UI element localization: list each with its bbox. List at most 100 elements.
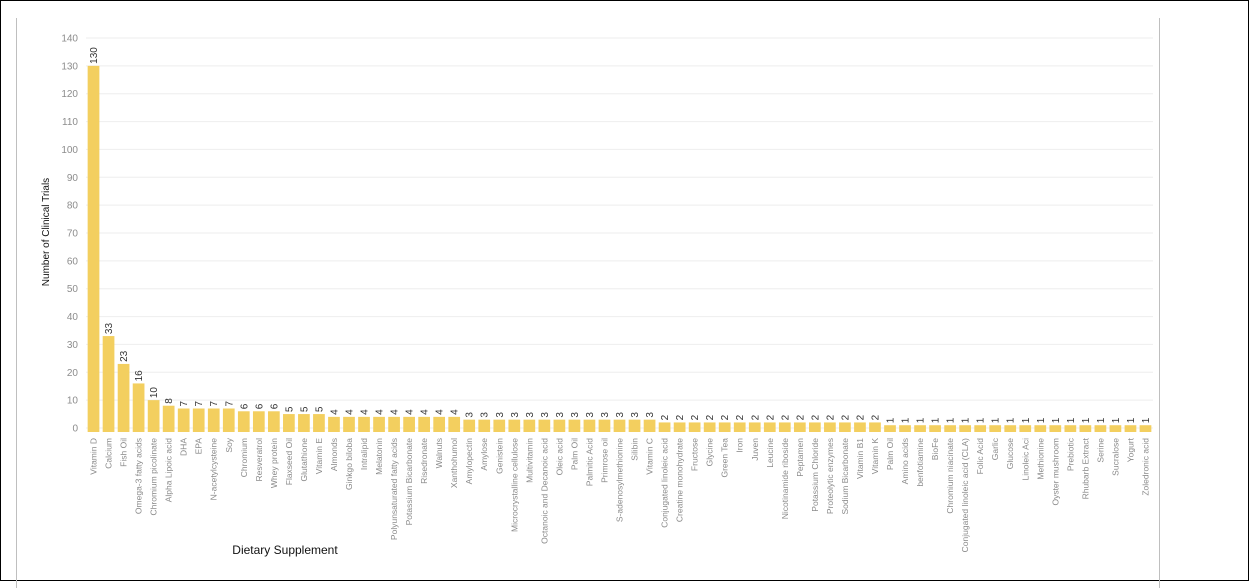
data-label: 1 (976, 417, 987, 423)
y-tick-label: 90 (67, 173, 79, 184)
bar (974, 425, 987, 432)
x-tick-label: Folic Acid (975, 438, 985, 475)
bar (192, 408, 205, 432)
bar (418, 416, 430, 432)
y-tick-label: 0 (72, 424, 78, 435)
data-label: 10 (149, 387, 160, 399)
x-tick-label: Microcrystalline cellulose (509, 438, 519, 532)
x-tick-label: Sucralose (1110, 438, 1120, 476)
bars (87, 65, 1152, 432)
x-tick-label: Green Tea (720, 438, 730, 478)
x-tick-label: Proteolytic enzymes (825, 438, 835, 514)
bar (643, 419, 656, 432)
data-label: 1 (1096, 417, 1107, 423)
data-label: 16 (134, 370, 145, 382)
bar (658, 422, 671, 432)
data-label: 3 (645, 412, 656, 418)
bar (523, 419, 536, 432)
x-tick-label: Sodium Bicarbonate (840, 438, 850, 515)
data-label: 1 (931, 417, 942, 423)
bar (508, 419, 521, 432)
y-tick-label: 60 (67, 256, 79, 267)
x-tick-label: Vitamin E (314, 438, 324, 475)
y-tick-label: 80 (67, 201, 79, 212)
data-label: 3 (465, 412, 476, 418)
data-label: 4 (420, 409, 431, 415)
data-label: 3 (570, 412, 581, 418)
bar (628, 419, 641, 432)
x-tick-label: Primrose oil (599, 438, 609, 483)
data-label: 5 (299, 406, 310, 412)
bar (613, 419, 626, 432)
x-tick-label: Omega-3 fatty acids (134, 438, 144, 514)
data-label: 2 (765, 414, 776, 420)
bar (809, 422, 821, 432)
bar (267, 411, 280, 432)
bar (162, 405, 175, 432)
data-label: 130 (89, 47, 100, 64)
x-tick-label: S-adenosylmethionine (615, 438, 625, 522)
x-tick-label: Oleic acid (554, 438, 564, 476)
x-tick-label: Potassium Bicarbonate (404, 438, 414, 526)
x-tick-label: Vitamin K (870, 438, 880, 475)
data-label: 4 (390, 409, 401, 415)
bar (237, 411, 250, 432)
x-tick-label: Juven (750, 438, 760, 461)
bar (252, 411, 265, 432)
y-tick-label: 130 (61, 61, 78, 72)
data-label: 2 (675, 414, 686, 420)
x-tick-label: Serine (1095, 438, 1105, 463)
data-label: 3 (600, 412, 611, 418)
x-tick-label: Palmitic Acid (584, 438, 594, 486)
bar (283, 414, 295, 432)
x-tick-label: Amino acids (900, 438, 910, 484)
x-tick-label: Chromium niacinate (945, 438, 955, 514)
data-label: 1 (991, 417, 1002, 423)
data-label: 5 (284, 406, 295, 412)
data-label: 4 (435, 409, 446, 415)
data-label: 2 (720, 414, 731, 420)
data-label: 7 (194, 401, 205, 407)
bar (117, 363, 130, 432)
data-label: 2 (840, 414, 851, 420)
data-label: 1 (1006, 417, 1017, 423)
bar (959, 425, 972, 432)
data-label: 1 (1051, 417, 1062, 423)
bar (132, 383, 145, 432)
x-tick-label: Vitamin B1 (855, 438, 865, 479)
bar (688, 422, 701, 432)
x-tick-label: Soy (224, 437, 234, 452)
x-tick-label: Alpha Lipoic acid (164, 438, 174, 503)
data-label: 1 (961, 417, 972, 423)
x-tick-label: Risedronate (419, 438, 429, 484)
data-label: 1 (1111, 417, 1122, 423)
bar (899, 425, 911, 432)
bar (1109, 425, 1122, 432)
data-label: 4 (405, 409, 416, 415)
data-label: 1 (1036, 417, 1047, 423)
x-axis-title: Dietary Supplement (232, 543, 338, 557)
data-label: 3 (555, 412, 566, 418)
bar (478, 419, 491, 432)
bar (854, 422, 866, 432)
bar (944, 425, 956, 432)
bar (884, 425, 896, 432)
data-label: 2 (810, 414, 821, 420)
bar (1004, 425, 1017, 432)
x-tick-label: Multivitamin (524, 438, 534, 483)
bar (433, 416, 446, 432)
bar (1034, 425, 1047, 432)
bar (989, 425, 1002, 432)
bar (373, 416, 385, 432)
x-tick-label: Calcium (104, 438, 114, 469)
bar (328, 416, 340, 432)
data-label: 6 (269, 403, 280, 409)
x-tick-label: Glycine (705, 438, 715, 467)
data-label: 7 (224, 401, 235, 407)
x-tick-label: Rhubarb Extract (1080, 437, 1090, 499)
x-tick-label: Chromium (239, 438, 249, 477)
x-tick-label: Amylopectin (464, 438, 474, 485)
data-label: 3 (480, 412, 491, 418)
bar (222, 408, 235, 432)
x-tick-label: Conjugated linoleic acid (660, 438, 670, 528)
